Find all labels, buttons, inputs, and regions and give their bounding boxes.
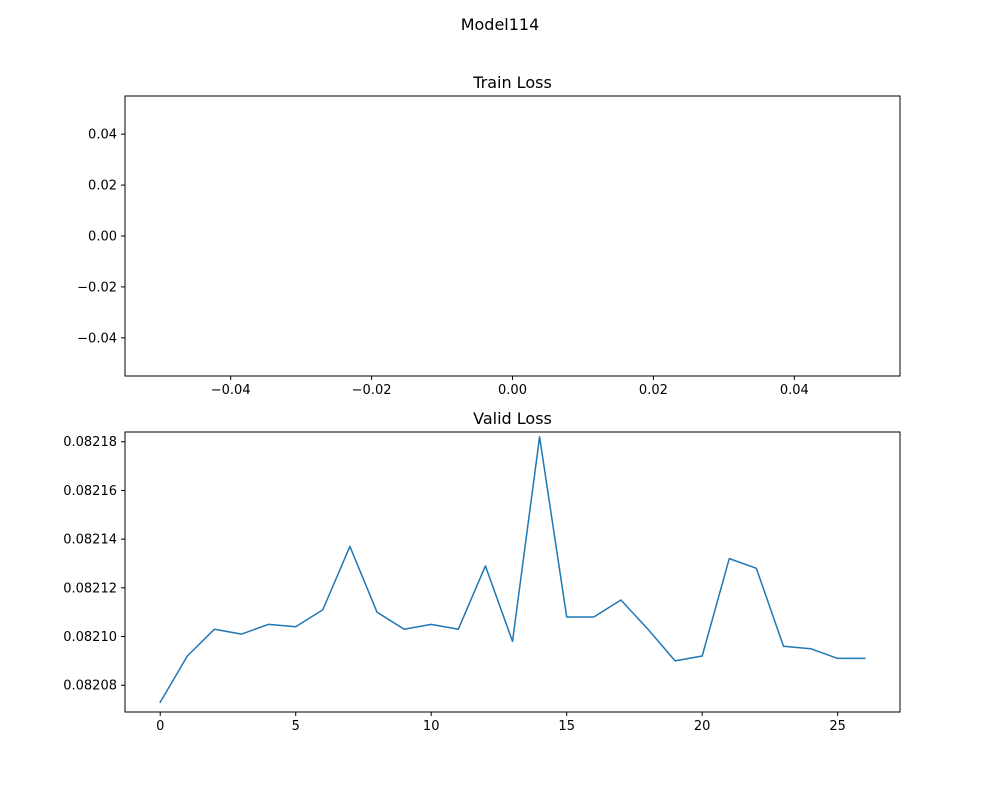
train-loss-ytick-label: 0.04 xyxy=(88,128,117,143)
train-loss-ytick-label: 0.00 xyxy=(88,230,117,245)
valid-loss-xtick-label: 5 xyxy=(292,719,300,734)
valid-loss-xtick-label: 20 xyxy=(694,719,711,734)
valid-loss-ytick-label: 0.08216 xyxy=(63,484,117,499)
train-loss-xtick-label: −0.04 xyxy=(211,383,251,398)
valid-loss-xtick-label: 25 xyxy=(829,719,846,734)
valid-loss-frame xyxy=(124,431,901,713)
train-loss-ytick-label: −0.04 xyxy=(77,331,117,346)
valid-loss-xtick-label: 10 xyxy=(423,719,440,734)
valid-loss-ytick-label: 0.08214 xyxy=(63,533,117,548)
valid-loss-ytick-label: 0.08212 xyxy=(63,581,117,596)
valid-loss-ytick-label: 0.08208 xyxy=(63,679,117,694)
train-loss-title: Train Loss xyxy=(472,73,552,92)
train-loss-ytick-label: 0.02 xyxy=(88,179,117,194)
valid-loss-series-line xyxy=(159,436,866,704)
train-loss-xtick-label: 0.02 xyxy=(639,383,668,398)
train-loss-frame xyxy=(124,95,901,377)
valid-loss-title: Valid Loss xyxy=(473,409,552,428)
valid-loss-plot-area: 0 5 10 15 20 25 0.08208 0.08210 0.08212 0.08214 0.… xyxy=(63,435,866,734)
train-loss-xtick-label: −0.02 xyxy=(352,383,392,398)
train-loss-axes: Train Loss −0.04 −0.02 0.00 0.02 0.04 0.04 0.0… xyxy=(77,73,901,398)
train-loss-ytick-label: −0.02 xyxy=(77,280,117,295)
valid-loss-ytick-label: 0.08210 xyxy=(63,630,117,645)
valid-loss-axes: Valid Loss 0 5 10 15 20 25 0.08208 0.08210 0.082… xyxy=(63,409,901,734)
train-loss-xtick-label: 0.04 xyxy=(780,383,809,398)
valid-loss-xtick-label: 0 xyxy=(156,719,164,734)
valid-loss-xtick-label: 15 xyxy=(558,719,575,734)
train-loss-xtick-label: 0.00 xyxy=(498,383,527,398)
valid-loss-ytick-label: 0.08218 xyxy=(63,435,117,450)
train-loss-plot-area: −0.04 −0.02 0.00 0.02 0.04 0.04 0.02 0.00 −0.02 −… xyxy=(77,128,809,398)
figure-suptitle: Model114 xyxy=(461,15,540,34)
